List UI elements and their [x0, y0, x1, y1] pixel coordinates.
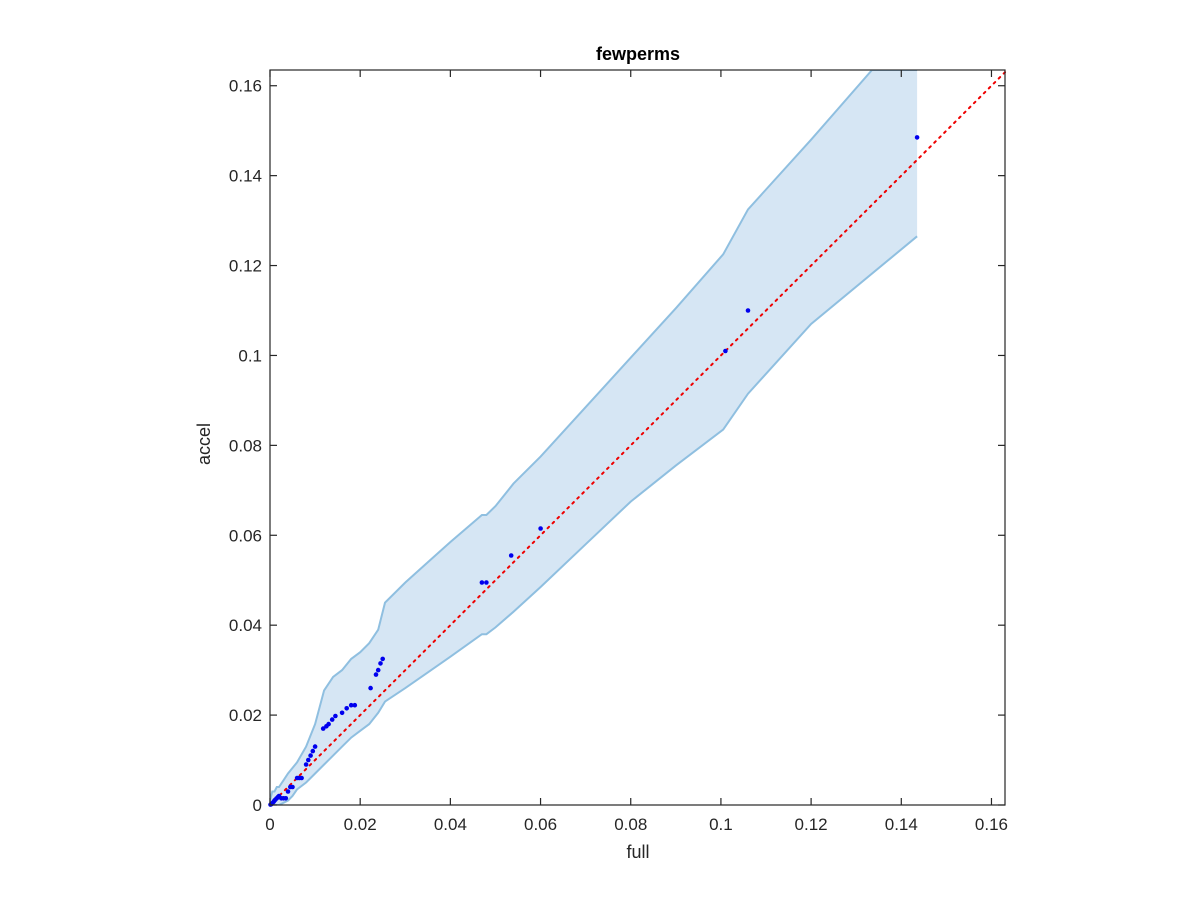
y-axis-label: accel — [194, 423, 214, 465]
y-tick-label: 0.02 — [229, 706, 262, 725]
data-point — [538, 526, 543, 531]
reference-line — [269, 71, 1006, 806]
data-point — [375, 667, 381, 673]
x-tick-label: 0.12 — [795, 815, 828, 834]
x-tick-label: 0.02 — [344, 815, 377, 834]
data-point — [306, 757, 311, 763]
data-point — [299, 775, 304, 781]
data-point — [484, 580, 489, 585]
x-axis-ticks: 0 0.02 0.04 0.06 0.08 0.1 0.12 0.14 0.16 — [265, 70, 1008, 834]
plot-area — [268, 70, 1006, 807]
data-point — [333, 713, 338, 719]
y-tick-label: 0.04 — [229, 616, 262, 635]
data-point — [344, 706, 350, 711]
data-point — [352, 702, 358, 708]
y-tick-label: 0.16 — [229, 77, 262, 96]
data-point — [745, 308, 751, 313]
y-tick-label: 0.12 — [229, 257, 262, 276]
data-point — [285, 789, 291, 794]
reference-line-layer — [269, 71, 1006, 806]
data-point — [339, 710, 345, 716]
x-tick-label: 0.08 — [614, 815, 647, 834]
data-point — [310, 748, 316, 754]
data-point — [508, 553, 514, 558]
x-tick-label: 0 — [265, 815, 274, 834]
x-tick-label: 0.04 — [434, 815, 467, 834]
data-point — [308, 753, 313, 758]
x-tick-label: 0.16 — [975, 815, 1008, 834]
x-tick-label: 0.14 — [885, 815, 918, 834]
y-tick-label: 0.06 — [229, 526, 262, 545]
axes-box — [269, 69, 1006, 806]
band-upper-edge — [270, 70, 918, 801]
data-point — [723, 348, 728, 354]
y-tick-label: 0.1 — [238, 346, 262, 365]
data-point — [479, 580, 485, 585]
band-fill — [270, 70, 918, 805]
data-point — [373, 672, 379, 677]
data-point — [329, 717, 335, 722]
data-point — [378, 661, 383, 666]
data-point — [914, 135, 920, 140]
data-point — [283, 796, 289, 801]
x-tick-label: 0.1 — [709, 815, 733, 834]
data-point — [320, 726, 326, 731]
data-point — [303, 762, 309, 767]
data-point — [312, 744, 318, 749]
confidence-band — [270, 70, 918, 805]
data-point — [348, 702, 354, 708]
band-lower-edge — [270, 235, 918, 805]
y-axis-ticks: 0 0.02 0.04 0.06 0.08 0.1 0.12 0.14 0.16 — [229, 77, 1005, 815]
data-point — [368, 685, 373, 691]
data-point — [380, 656, 386, 662]
x-axis-label: full — [626, 842, 649, 862]
axes — [269, 69, 1006, 806]
data-point — [290, 784, 295, 790]
x-tick-label: 0.06 — [524, 815, 557, 834]
y-tick-label: 0.08 — [229, 436, 262, 455]
y-tick-label: 0 — [253, 796, 262, 815]
points-layer — [268, 135, 920, 807]
data-point — [326, 721, 331, 727]
chart-title: fewperms — [596, 44, 680, 64]
y-tick-label: 0.14 — [229, 167, 262, 186]
